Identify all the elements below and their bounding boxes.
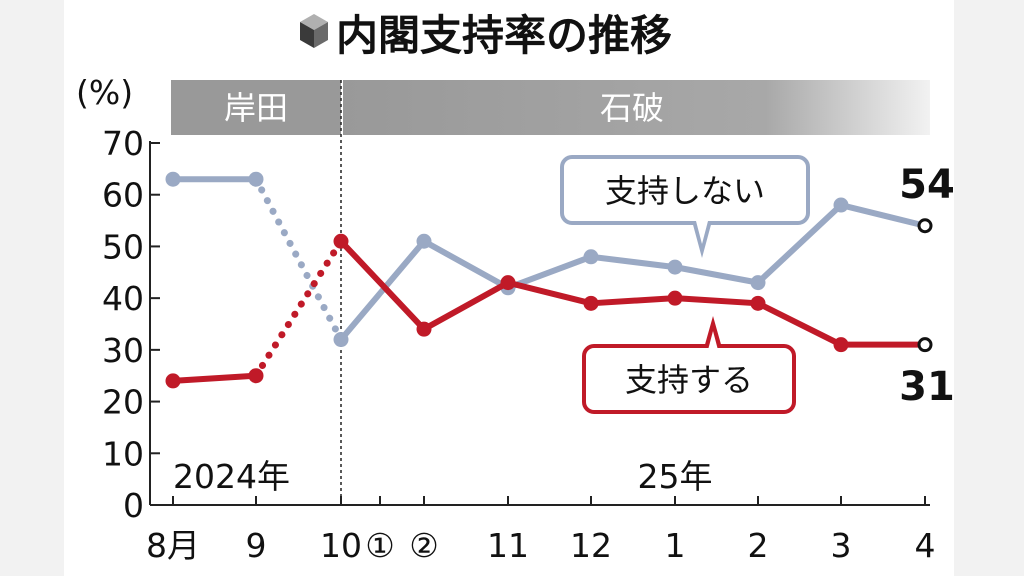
callout-box-disapprove [560, 155, 810, 225]
year-label: 2024年 [173, 457, 290, 496]
series-end-point [917, 218, 933, 234]
series-point [248, 171, 264, 187]
era-label: 岸田 [224, 89, 288, 127]
series-point [750, 295, 766, 311]
era-block-ishiba [343, 80, 930, 135]
cube-icon [300, 14, 328, 48]
callout-box-approve [582, 344, 796, 414]
end-value-label: 31 [899, 364, 955, 410]
chart-title-group: 内閣支持率の推移 [300, 11, 672, 60]
series-point [667, 259, 683, 275]
series-line-kishida [170, 372, 259, 384]
chart-title: 内閣支持率の推移 [336, 11, 672, 60]
year-label: 25年 [638, 457, 713, 496]
series-lines [165, 171, 933, 389]
series-point [248, 368, 264, 384]
series-name-label: 支持しない [605, 172, 765, 210]
era-bar: 岸田 石破 [171, 80, 930, 135]
end-value-label: 54 [899, 162, 955, 208]
y-tick-label: 10 [102, 434, 144, 473]
y-unit-label: (%) [76, 73, 133, 112]
y-tick-label: 70 [102, 124, 144, 163]
series-point [750, 275, 766, 291]
callout-pointer-inner [708, 331, 718, 350]
x-tick-label: ① [365, 526, 395, 565]
y-tick-label: 50 [102, 227, 144, 266]
series-point [416, 233, 432, 249]
x-tick-label: ② [409, 526, 439, 565]
series-point [583, 249, 599, 265]
x-tick-label: 9 [246, 526, 267, 565]
y-axis-ticks: 0 10 20 30 40 50 60 70 [102, 124, 160, 525]
era-block-kishida [171, 80, 341, 135]
series-point [165, 171, 181, 187]
series-point [165, 373, 181, 389]
y-tick-label: 20 [102, 383, 144, 422]
x-tick-label: 1 [665, 526, 686, 565]
series-line-ishiba [338, 202, 928, 343]
x-axis-ticks: 8月 9 10 ① ② 11 12 1 2 3 4 [146, 496, 936, 565]
y-tick-label: 60 [102, 176, 144, 215]
series-point [500, 275, 516, 291]
y-tick-label: 30 [102, 331, 144, 370]
series-dotted-segment [252, 237, 345, 380]
series-line-ishiba [338, 238, 928, 348]
y-tick-label: 0 [123, 486, 144, 525]
series-point [833, 197, 849, 213]
series-name-label: 支持する [625, 361, 753, 399]
x-tick-label: 4 [915, 526, 936, 565]
y-tick-label: 40 [102, 279, 144, 318]
series-point [583, 295, 599, 311]
x-tick-label: 10 [320, 526, 362, 565]
x-tick-label: 3 [831, 526, 852, 565]
series-point [333, 332, 349, 348]
series-dotted-segment [252, 175, 345, 344]
series-point [667, 290, 683, 306]
series-end-point [917, 337, 933, 353]
gridlines [149, 80, 930, 506]
x-tick-label: 2 [748, 526, 769, 565]
year-labels: 2024年 25年 [173, 457, 713, 496]
callout-pointer-inner [696, 221, 708, 244]
x-tick-label: 12 [570, 526, 612, 565]
series-point [833, 337, 849, 353]
x-tick-label: 11 [487, 526, 529, 565]
x-tick-label: 8月 [146, 526, 200, 565]
series-point [333, 233, 349, 249]
series-point [416, 321, 432, 337]
era-label: 石破 [600, 89, 664, 127]
